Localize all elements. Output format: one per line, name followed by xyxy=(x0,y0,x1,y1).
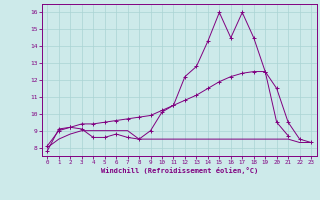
X-axis label: Windchill (Refroidissement éolien,°C): Windchill (Refroidissement éolien,°C) xyxy=(100,167,258,174)
